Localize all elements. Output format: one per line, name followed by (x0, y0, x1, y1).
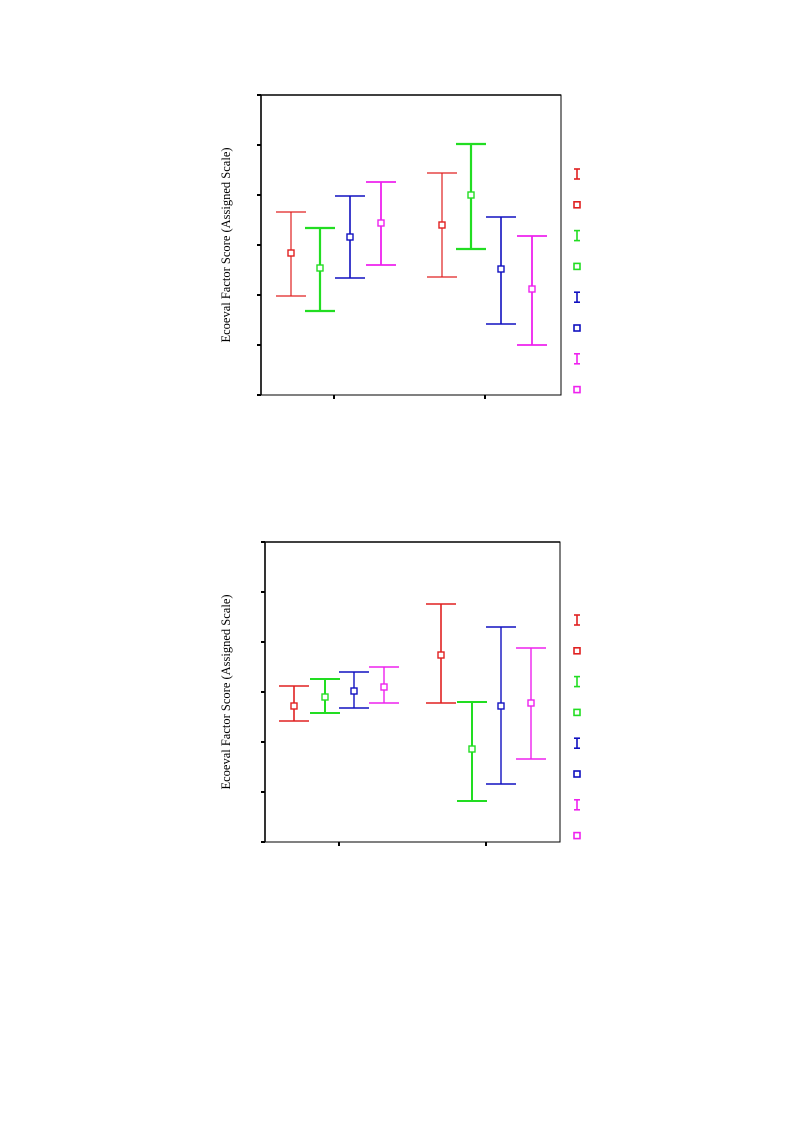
y-axis-label: Ecoeval Factor Score (Assigned Scale) (219, 147, 233, 342)
mean-marker (377, 219, 385, 227)
plot-frame (260, 94, 562, 396)
mean-marker (350, 687, 358, 695)
legend-marker-magenta (573, 385, 581, 394)
legend-marker-blue (573, 770, 581, 778)
y-axis-label: Ecoeval Factor Score (Assigned Scale) (219, 594, 233, 789)
legend-marker-green (573, 708, 581, 717)
legend-marker-magenta (573, 831, 581, 840)
errorbar-blue-2 (486, 626, 516, 785)
mean-marker (287, 249, 295, 257)
legend-marker-blue (573, 324, 581, 332)
errorbar-magenta-1 (366, 181, 396, 266)
errorbar-green-2 (457, 701, 487, 802)
legend-bar-red (574, 168, 580, 180)
mean-marker (527, 699, 535, 707)
plot-frame (264, 541, 561, 843)
legend-bar-red (574, 614, 580, 626)
errorbar-blue-1 (335, 195, 365, 279)
errorbar-magenta-2 (516, 647, 546, 760)
errorbar-blue-2 (486, 216, 516, 325)
legend-bar-magenta (574, 798, 580, 811)
errorbar-green-1 (305, 226, 335, 313)
errorbar-magenta-2 (517, 235, 547, 346)
mean-marker (468, 745, 476, 753)
mean-marker (316, 264, 324, 272)
legend-bar-blue (574, 291, 580, 304)
legend-marker-red (573, 646, 581, 655)
mean-marker (346, 233, 354, 241)
errorbar-green-2 (456, 142, 486, 251)
mean-marker (497, 265, 505, 273)
errorbar-magenta-1 (369, 666, 399, 704)
chart-2: Ecoeval Factor Score (Assigned Scale) (219, 541, 581, 846)
legend-bar-blue (574, 737, 580, 750)
errorbar-red-2 (426, 603, 456, 704)
mean-marker (438, 221, 446, 229)
mean-marker (437, 651, 445, 659)
errorbar-green-1 (310, 678, 340, 714)
mean-marker (290, 702, 298, 710)
errorbar-red-1 (276, 211, 306, 297)
mean-marker (380, 683, 388, 691)
legend-bar-green (574, 229, 580, 242)
legend-bar-green (574, 675, 580, 688)
errorbar-blue-1 (339, 671, 369, 709)
chart-1: Ecoeval Factor Score (Assigned Scale) (219, 94, 581, 399)
legend-marker-red (573, 201, 581, 209)
mean-marker (497, 702, 505, 710)
legend-bar-magenta (574, 352, 580, 365)
mean-marker (528, 285, 536, 293)
errorbar-red-2 (427, 172, 457, 278)
errorbar-red-1 (279, 685, 309, 722)
mean-marker (321, 693, 329, 701)
mean-marker (467, 191, 475, 199)
legend-marker-green (573, 262, 581, 271)
